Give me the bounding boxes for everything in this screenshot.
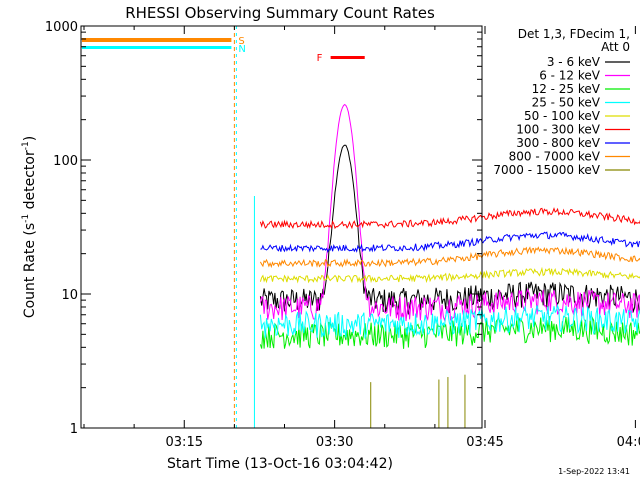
x-tick-label-0: 03:15 xyxy=(166,435,203,450)
legend-label-2: 12 - 25 keV xyxy=(532,82,601,96)
flag-label-n: N xyxy=(238,44,245,55)
y-tick-label-3: 1000 xyxy=(45,20,78,35)
series-line-4 xyxy=(259,266,640,284)
series-line-6 xyxy=(260,231,640,253)
flag-label-f: F xyxy=(317,53,323,64)
legend-label-0: 3 - 6 keV xyxy=(547,55,601,69)
series-layer xyxy=(259,103,640,428)
y-tick-label-2: 100 xyxy=(53,154,78,169)
y-axis-label: Count Rate (s-1 detector-1) xyxy=(21,136,38,318)
legend-label-6: 300 - 800 keV xyxy=(516,136,600,150)
y-tick-label-0: 1 xyxy=(70,422,78,437)
legend-label-3: 25 - 50 keV xyxy=(532,96,601,110)
flag-bar-saa xyxy=(82,38,232,42)
legend-header-line-2: Att 0 xyxy=(601,40,630,54)
y-axis-label-end: ) xyxy=(22,136,38,141)
y-axis-label-main: Count Rate (s xyxy=(22,223,38,318)
legend-label-4: 50 - 100 keV xyxy=(524,109,601,123)
flag-bar-flare xyxy=(330,56,365,59)
series-line-7 xyxy=(259,246,640,269)
x-tick-label-3: 04:00 xyxy=(617,435,640,450)
x-tick-label-2: 03:45 xyxy=(466,435,503,450)
legend-label-5: 100 - 300 keV xyxy=(516,123,600,137)
series-line-1 xyxy=(259,103,640,322)
footer-date: 1-Sep-2022 13:41 xyxy=(558,467,630,476)
y-axis-label-sup-1: -1 xyxy=(21,214,31,223)
chart-title: RHESSI Observing Summary Count Rates xyxy=(125,4,435,22)
legend-header-line-1: Det 1,3, FDecim 1, xyxy=(518,27,630,41)
legend-label-1: 6 - 12 keV xyxy=(539,69,601,83)
overlay-layer: SN F xyxy=(82,26,365,428)
plot-frame xyxy=(80,25,483,429)
x-axis-label: Start Time (13-Oct-16 03:04:42) xyxy=(167,456,393,472)
y-tick-label-1: 10 xyxy=(61,288,78,303)
x-tick-label-1: 03:30 xyxy=(316,435,353,450)
series-line-3 xyxy=(259,303,640,339)
series-line-5 xyxy=(259,207,640,230)
y-axis-label-sup-2: -1 xyxy=(21,141,31,150)
legend-label-8: 7000 - 15000 keV xyxy=(493,163,600,177)
flag-label-s: S xyxy=(238,36,244,47)
series-line-0 xyxy=(259,144,640,315)
y-axis-label-mid: detector xyxy=(22,150,38,214)
flag-bar-night-1 xyxy=(82,46,232,49)
legend-label-7: 800 - 7000 keV xyxy=(509,150,601,164)
